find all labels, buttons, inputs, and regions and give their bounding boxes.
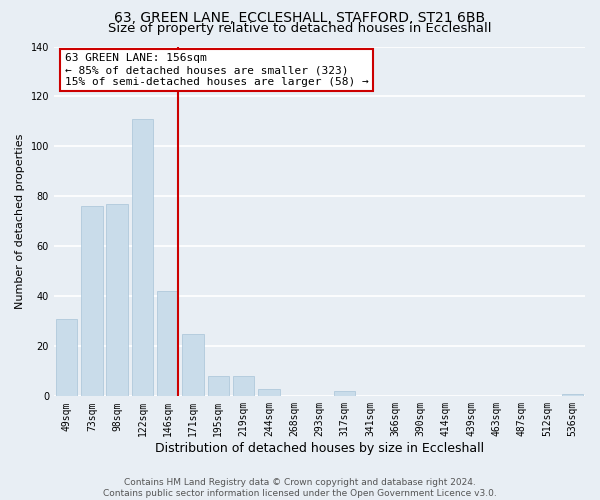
Bar bbox=[131, 119, 153, 396]
Bar bbox=[81, 206, 103, 396]
Bar bbox=[562, 394, 583, 396]
Text: 63 GREEN LANE: 156sqm
← 85% of detached houses are smaller (323)
15% of semi-det: 63 GREEN LANE: 156sqm ← 85% of detached … bbox=[65, 54, 368, 86]
Y-axis label: Number of detached properties: Number of detached properties bbox=[15, 134, 25, 309]
Bar bbox=[258, 389, 280, 396]
Bar bbox=[106, 204, 128, 396]
Text: 63, GREEN LANE, ECCLESHALL, STAFFORD, ST21 6BB: 63, GREEN LANE, ECCLESHALL, STAFFORD, ST… bbox=[115, 11, 485, 25]
Bar bbox=[56, 319, 77, 396]
Bar bbox=[233, 376, 254, 396]
Text: Size of property relative to detached houses in Eccleshall: Size of property relative to detached ho… bbox=[108, 22, 492, 35]
Bar bbox=[208, 376, 229, 396]
Bar bbox=[182, 334, 204, 396]
Bar bbox=[334, 392, 355, 396]
Text: Contains HM Land Registry data © Crown copyright and database right 2024.
Contai: Contains HM Land Registry data © Crown c… bbox=[103, 478, 497, 498]
Bar bbox=[157, 292, 178, 397]
X-axis label: Distribution of detached houses by size in Eccleshall: Distribution of detached houses by size … bbox=[155, 442, 484, 455]
